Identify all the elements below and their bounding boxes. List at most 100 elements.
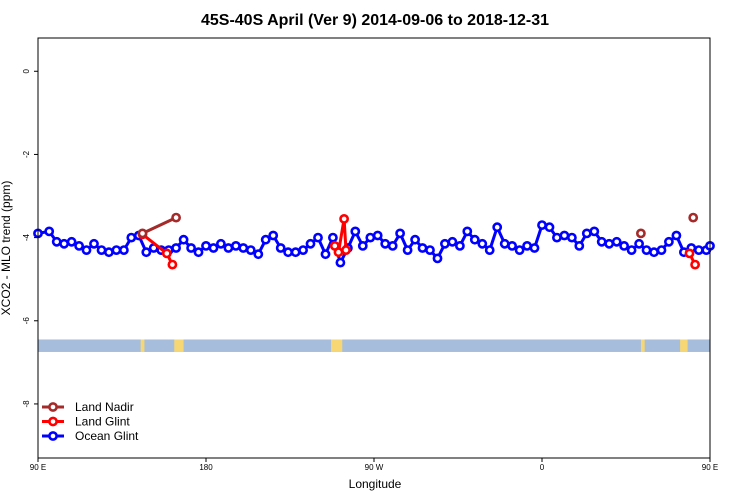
data-point-ocean-glint [626,245,637,255]
data-point-ocean-glint [178,234,189,245]
data-point-ocean-glint [283,247,293,258]
series-land-nadir [137,212,699,239]
y-tick-label: -2 [22,150,31,158]
data-point-ocean-glint [290,247,301,258]
data-point-ocean-glint [74,240,84,251]
plot-area [33,212,715,352]
data-point-ocean-glint [238,243,249,253]
data-point-ocean-glint [186,243,196,253]
data-point-land-glint [333,247,344,258]
data-point-ocean-glint [439,238,450,249]
data-point-ocean-glint [589,226,600,237]
data-point-ocean-glint [104,247,114,258]
data-point-land-glint [161,248,172,259]
data-point-ocean-glint [649,247,659,258]
x-tick-label: 90 E [30,463,46,472]
land-surface-span [640,339,645,352]
data-point-land-glint [690,259,700,270]
data-point-ocean-glint [171,243,181,253]
data-point-ocean-glint [260,234,271,245]
legend-item-ocean-glint: Ocean Glint [42,429,139,443]
data-point-ocean-glint [59,238,69,249]
data-point-ocean-glint [245,245,256,255]
y-tick-label: 0 [22,68,31,73]
data-point-ocean-glint [313,232,323,243]
data-point-ocean-glint [619,240,629,251]
x-axis-ticks: 90 E 180 90 W 0 90 E [30,458,718,472]
data-point-ocean-glint [567,232,577,243]
data-point-ocean-glint [357,240,368,251]
data-point-ocean-glint [454,240,465,251]
data-point-ocean-glint [126,232,137,243]
data-point-ocean-glint [51,236,62,247]
data-point-ocean-glint [693,245,704,255]
series-land-glint [137,213,700,270]
x-tick-label: 180 [199,463,213,472]
ocean-surface-strip [38,339,710,352]
data-point-ocean-glint [671,230,682,241]
data-point-ocean-glint [596,236,607,247]
data-point-ocean-glint [350,226,361,237]
data-point-ocean-glint [447,236,458,247]
legend-item-land-glint: Land Glint [42,415,130,429]
legend-label: Ocean Glint [75,429,139,443]
x-axis-label: Longitude [349,477,402,491]
chart-title: 45S-40S April (Ver 9) 2014-09-06 to 2018… [201,12,549,29]
data-point-ocean-glint [66,236,77,247]
data-point-ocean-glint [634,238,644,249]
series-line-land-nadir [141,216,177,235]
data-point-land-glint [684,248,695,259]
x-tick-label: 90 E [702,463,718,472]
data-point-ocean-glint [611,236,622,247]
data-point-ocean-glint [581,228,592,239]
data-point-ocean-glint [552,232,562,243]
data-point-ocean-glint [119,245,129,255]
data-point-ocean-glint [335,257,346,268]
y-tick-label: -4 [22,234,31,242]
data-point-ocean-glint [208,243,219,253]
legend-marker [48,402,58,412]
y-axis-ticks: 0 -2 -4 -6 -8 [22,68,38,408]
data-point-land-glint [341,245,351,255]
legend-marker [48,431,58,441]
data-point-ocean-glint [320,249,331,260]
data-point-ocean-glint [402,245,413,255]
data-point-ocean-glint [664,236,674,247]
data-point-ocean-glint [492,222,503,233]
y-axis-label: XCO2 - MLO trend (ppm) [0,181,13,316]
land-surface-span [680,339,688,352]
data-point-ocean-glint [372,230,383,241]
data-point-ocean-glint [327,232,338,243]
data-point-land-nadir [688,212,699,223]
data-point-ocean-glint [89,238,99,249]
data-point-ocean-glint [410,234,420,245]
data-point-ocean-glint [484,245,495,255]
data-point-ocean-glint [507,240,517,251]
data-point-ocean-glint [574,240,585,251]
data-point-ocean-glint [477,238,488,249]
data-point-ocean-glint [201,240,211,251]
legend-label: Land Nadir [75,400,134,414]
data-point-ocean-glint [268,230,279,241]
data-point-ocean-glint [193,247,204,258]
data-point-land-nadir [137,228,148,239]
data-point-ocean-glint [469,234,480,245]
data-point-ocean-glint [111,245,122,255]
data-point-ocean-glint [432,253,443,264]
data-point-ocean-glint [81,245,92,255]
data-point-ocean-glint [462,226,473,237]
data-point-ocean-glint [656,245,667,255]
data-point-ocean-glint [215,238,226,249]
data-point-land-glint [167,259,178,270]
data-point-ocean-glint [544,222,555,233]
y-tick-label: -8 [22,400,31,408]
x-tick-label: 90 W [365,463,384,472]
data-point-land-glint [339,213,349,224]
data-point-ocean-glint [253,249,264,260]
data-point-ocean-glint [305,238,316,249]
land-surface-span [140,339,145,352]
y-tick-label: -6 [22,317,31,325]
data-point-ocean-glint [514,245,525,255]
